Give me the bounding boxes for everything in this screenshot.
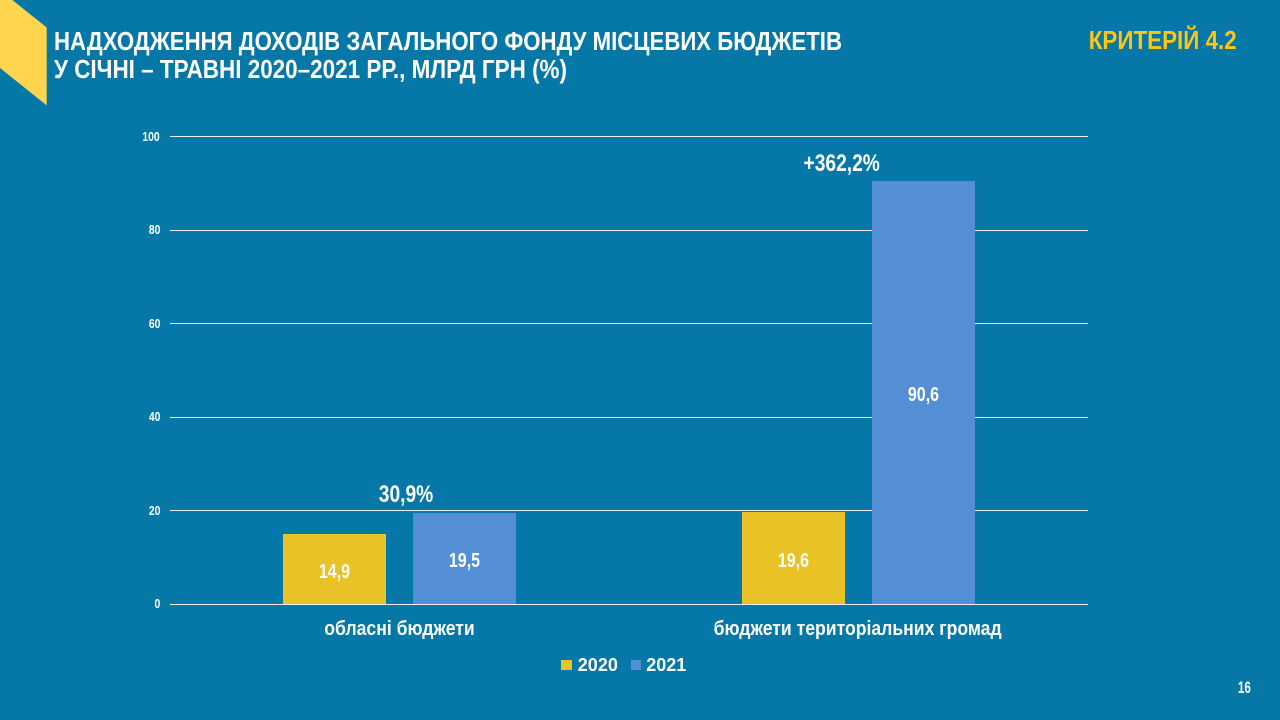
y-axis-tick-label: 40 (100, 410, 160, 424)
legend-swatch-2020 (561, 659, 572, 671)
bar-value-label: 19,6 (777, 549, 809, 572)
title-line-1-row: НАДХОДЖЕННЯ ДОХОДІВ ЗАГАЛЬНОГО ФОНДУ МІС… (54, 27, 977, 55)
y-axis-tick-label: 60 (100, 315, 160, 331)
growth-annotation-text: 30,9% (378, 481, 434, 508)
y-axis-tick-text: 80 (148, 222, 160, 238)
criterion-badge: КРИТЕРІЙ 4.2 (1065, 25, 1237, 55)
legend-label-2021: 2021 (646, 655, 687, 676)
corner-accent-icon (0, 0, 47, 106)
legend-swatch-2021 (630, 659, 642, 671)
y-axis-tick-label: 20 (100, 502, 160, 518)
y-axis-tick-label: 0 (100, 597, 160, 611)
bar-2020-2: 19,6 (741, 512, 845, 604)
gridline-80 (170, 229, 1088, 231)
page-number: 16 (1232, 679, 1251, 696)
slide-title-line-1: НАДХОДЖЕННЯ ДОХОДІВ ЗАГАЛЬНОГО ФОНДУ МІС… (54, 26, 842, 56)
y-axis-tick-label: 80 (100, 223, 160, 237)
y-axis-tick-label: 100 (100, 128, 160, 144)
y-axis-tick-text: 40 (148, 409, 160, 425)
gridline-20 (170, 509, 1088, 512)
y-axis-tick-text: 20 (148, 502, 160, 518)
gridline-40 (170, 416, 1088, 418)
bar-value-label: 90,6 (907, 383, 939, 406)
growth-annotation-2: +362,2% (722, 151, 962, 177)
bar-2021-1: 19,5 (412, 512, 516, 604)
gridline-0 (170, 604, 1088, 606)
legend-label-2020: 2020 (577, 655, 618, 676)
y-axis-tick-text: 0 (154, 596, 160, 611)
bar-2021-2: 90,6 (871, 180, 975, 604)
y-axis-tick-text: 60 (148, 315, 160, 331)
bar-value-label: 19,5 (448, 549, 480, 572)
gridline-100 (170, 136, 1088, 138)
category-label-text: обласні бюджети (324, 618, 475, 640)
category-label-2: бюджети територіальних громад (688, 617, 1028, 641)
gridline-60 (170, 323, 1088, 325)
page-number-text: 16 (1238, 678, 1251, 697)
growth-annotation-1: 30,9% (286, 482, 526, 508)
slide-title: НАДХОДЖЕННЯ ДОХОДІВ ЗАГАЛЬНОГО ФОНДУ МІС… (54, 27, 977, 83)
category-label-1: обласні бюджети (229, 617, 569, 641)
bar-value-label: 14,9 (318, 560, 350, 583)
growth-annotation-text: +362,2% (803, 150, 881, 177)
slide-title-line-2: У СІЧНІ – ТРАВНІ 2020–2021 РР., МЛРД ГРН… (54, 54, 567, 84)
criterion-badge-text: КРИТЕРІЙ 4.2 (1089, 25, 1237, 55)
y-axis-tick-text: 100 (142, 128, 160, 144)
bar-2020-1: 14,9 (282, 534, 386, 604)
title-line-2-row: У СІЧНІ – ТРАВНІ 2020–2021 РР., МЛРД ГРН… (54, 55, 977, 83)
category-label-text: бюджети територіальних громад (714, 618, 1003, 640)
